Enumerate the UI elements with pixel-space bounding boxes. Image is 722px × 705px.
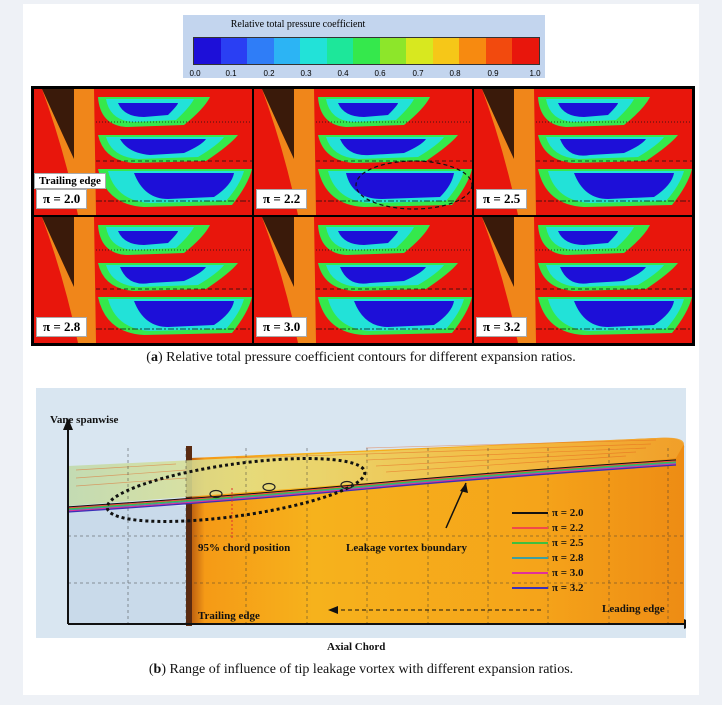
flow-arrow-head <box>328 606 338 614</box>
colorbar-tick: 0.2 <box>263 69 275 78</box>
boundary-lines <box>67 459 677 513</box>
vortex-band <box>68 437 684 506</box>
colorbar-box: Relative total pressure coefficient 0.0 0… <box>183 15 545 78</box>
caption-a: (a) Relative total pressure coefficient … <box>146 350 576 365</box>
legend-swatch <box>512 586 548 589</box>
colorbar-tick: 0.8 <box>449 69 461 78</box>
colorbar-tick: 0.1 <box>225 69 237 78</box>
colorbar-tick: 0.9 <box>487 69 499 78</box>
expansion-ratio-label: π = 3.0 <box>256 317 308 337</box>
expansion-ratio-label: π = 3.2 <box>476 317 528 337</box>
x-axis-label: Axial Chord <box>327 641 386 653</box>
x-axis-arrow <box>684 619 696 629</box>
colorbar-segment <box>326 38 354 64</box>
trailing-edge-label: Trailing edge <box>34 173 106 189</box>
colorbar-tick: 1.0 <box>529 69 541 78</box>
legend-label: π = 2.8 <box>552 551 584 564</box>
colorbar-tick: 0.3 <box>300 69 312 78</box>
grid-lines <box>68 448 684 624</box>
contour-panel: π = 2.2 <box>253 88 473 216</box>
colorbar-segment <box>194 38 221 64</box>
legend-swatch <box>512 526 548 529</box>
colorbar <box>193 37 540 65</box>
chord-position-label: 95% chord position <box>198 542 291 554</box>
legend-swatch <box>512 541 548 544</box>
colorbar-tick: 0.7 <box>412 69 424 78</box>
leading-edge-label: Leading edge <box>602 603 665 615</box>
colorbar-segment <box>432 38 460 64</box>
expansion-ratio-label: π = 2.5 <box>476 189 528 209</box>
legend-label: π = 2.5 <box>552 536 584 549</box>
contour-panel: π = 3.2 <box>473 216 693 344</box>
legend: π = 2.0 π = 2.2 π = 2.5 π = 2.8 π = 3.0 π = 3… <box>512 505 652 595</box>
expansion-ratio-label: π = 2.2 <box>256 189 308 209</box>
expansion-ratio-label: π = 2.0 <box>36 189 88 209</box>
colorbar-segment <box>220 38 248 64</box>
contour-panel: π = 2.0 Trailing edge <box>33 88 253 216</box>
leakage-vortex-plot <box>63 418 696 629</box>
colorbar-tick: 0.6 <box>374 69 386 78</box>
y-axis-label: Vane spanwise <box>50 414 119 426</box>
legend-label: π = 2.0 <box>552 506 584 519</box>
legend-item: π = 3.2 <box>512 580 652 595</box>
boundary-arrow-head <box>460 483 468 493</box>
colorbar-title: Relative total pressure coefficient <box>230 19 366 30</box>
legend-swatch <box>512 511 548 514</box>
wake-region <box>68 506 190 624</box>
legend-label: π = 3.2 <box>552 581 584 594</box>
colorbar-segment <box>247 38 274 64</box>
vortex-markers <box>209 480 354 499</box>
vortex-region-ellipse <box>105 457 367 523</box>
colorbar-segment <box>406 38 433 64</box>
colorbar-segment <box>273 38 301 64</box>
legend-swatch <box>512 571 548 574</box>
legend-label: π = 3.0 <box>552 566 584 579</box>
colorbar-segment <box>459 38 486 64</box>
colorbar-segment <box>300 38 327 64</box>
vortex-boundary-label: Leakage vortex boundary <box>346 542 467 554</box>
legend-item: π = 2.8 <box>512 550 652 565</box>
legend-item: π = 2.0 <box>512 505 652 520</box>
streamlines <box>75 439 657 487</box>
caption-b: (b) Range of influence of tip leakage vo… <box>148 662 574 677</box>
legend-item: π = 3.0 <box>512 565 652 580</box>
legend-swatch <box>512 556 548 559</box>
legend-item: π = 2.2 <box>512 520 652 535</box>
colorbar-tick: 0.0 <box>189 69 201 78</box>
contour-grid: π = 2.0 Trailing edge π = 2.2 <box>31 86 695 346</box>
trailing-edge-label-b: Trailing edge <box>198 610 260 622</box>
colorbar-segment <box>379 38 407 64</box>
colorbar-ticks: 0.0 0.1 0.2 0.3 0.4 0.6 0.7 0.8 0.9 1.0 <box>183 69 545 79</box>
colorbar-segment <box>512 38 539 64</box>
legend-label: π = 2.2 <box>552 521 584 534</box>
legend-item: π = 2.5 <box>512 535 652 550</box>
leakage-vortex-chart: Vane spanwise 95% chord position Leakage… <box>36 388 696 638</box>
contour-panel: π = 2.5 <box>473 88 693 216</box>
contour-panel: π = 3.0 <box>253 216 473 344</box>
y-axis-arrow <box>63 418 73 430</box>
colorbar-tick: 0.4 <box>337 69 349 78</box>
contour-panel: π = 2.8 <box>33 216 253 344</box>
colorbar-segment <box>353 38 380 64</box>
expansion-ratio-label: π = 2.8 <box>36 317 88 337</box>
colorbar-segment <box>485 38 513 64</box>
